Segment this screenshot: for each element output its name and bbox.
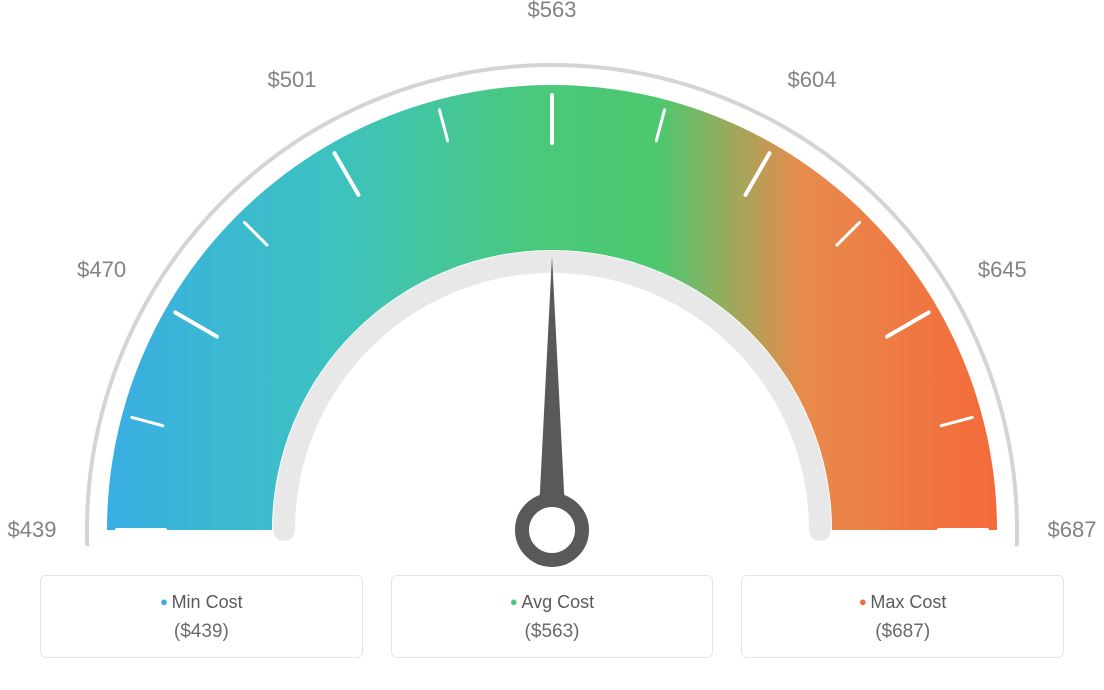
legend-row: Min Cost ($439) Avg Cost ($563) Max Cost… xyxy=(20,575,1084,658)
gauge-tick-label: $439 xyxy=(8,517,57,543)
gauge-tick-label: $687 xyxy=(1048,517,1097,543)
gauge-tick-label: $604 xyxy=(788,67,837,93)
legend-max-title: Max Cost xyxy=(752,592,1053,613)
legend-max: Max Cost ($687) xyxy=(741,575,1064,658)
legend-min-value: ($439) xyxy=(51,621,352,643)
legend-max-value: ($687) xyxy=(752,621,1053,643)
gauge-tick-label: $645 xyxy=(978,257,1027,283)
legend-min: Min Cost ($439) xyxy=(40,575,363,658)
legend-avg: Avg Cost ($563) xyxy=(391,575,714,658)
legend-min-title: Min Cost xyxy=(51,592,352,613)
legend-avg-value: ($563) xyxy=(402,621,703,643)
gauge-svg xyxy=(22,10,1082,575)
legend-avg-title: Avg Cost xyxy=(402,592,703,613)
cost-gauge: $439$470$501$563$604$645$687 xyxy=(22,10,1082,575)
gauge-tick-label: $470 xyxy=(77,257,126,283)
gauge-tick-label: $501 xyxy=(268,67,317,93)
gauge-tick-label: $563 xyxy=(528,0,577,23)
